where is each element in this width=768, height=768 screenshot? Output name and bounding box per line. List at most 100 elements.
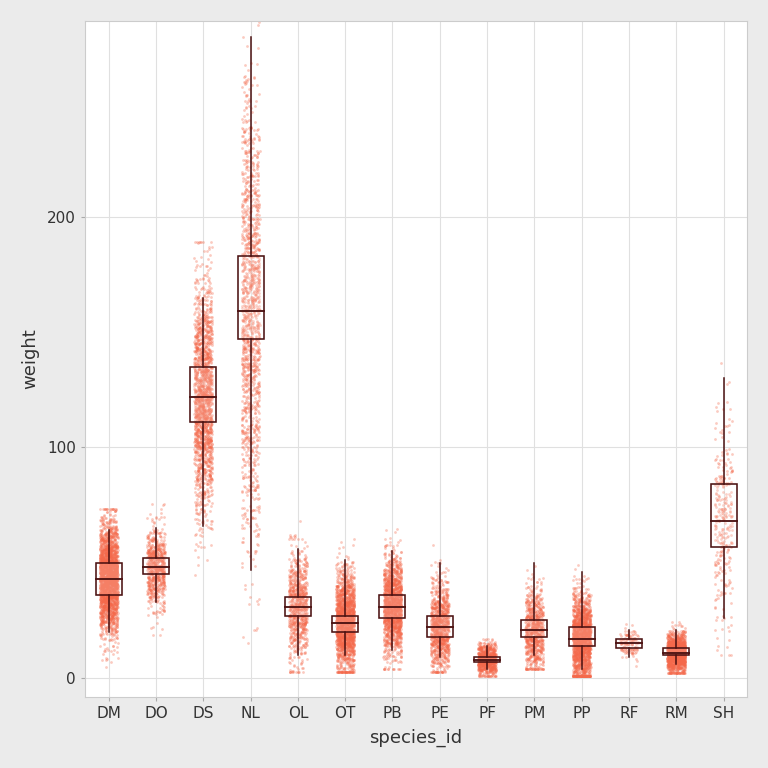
Point [97, 580, 109, 592]
Point [198, 405, 210, 417]
Point [477, 657, 489, 670]
Point [203, 343, 215, 355]
Point [568, 638, 581, 650]
Point [428, 634, 440, 647]
Point [288, 552, 300, 564]
Point [334, 618, 346, 631]
Point [574, 627, 586, 640]
Point [478, 654, 491, 666]
Point [188, 395, 200, 407]
Point [673, 650, 685, 662]
Point [570, 647, 582, 660]
Point [111, 614, 123, 626]
Point [674, 656, 687, 668]
Point [144, 557, 156, 569]
Point [389, 583, 401, 595]
Point [96, 558, 108, 570]
Point [425, 614, 437, 626]
Point [442, 653, 454, 665]
Point [297, 593, 310, 605]
Point [98, 502, 110, 515]
Point [334, 659, 346, 671]
Point [661, 643, 674, 655]
Point [717, 402, 729, 415]
Point [236, 300, 248, 313]
Point [99, 601, 111, 613]
Point [250, 209, 262, 221]
Point [526, 617, 538, 630]
Point [387, 592, 399, 604]
Point [190, 329, 202, 341]
Point [96, 511, 108, 524]
Point [111, 614, 124, 627]
Point [198, 336, 210, 349]
Point [287, 659, 300, 671]
Point [430, 582, 442, 594]
Point [432, 648, 445, 660]
Point [578, 606, 591, 618]
Point [111, 586, 123, 598]
Point [194, 433, 207, 445]
Point [202, 455, 214, 467]
Point [439, 617, 451, 630]
Point [579, 611, 591, 624]
Point [199, 323, 211, 336]
Point [100, 584, 112, 597]
Point [379, 574, 392, 587]
Point [337, 628, 349, 641]
Point [99, 523, 111, 535]
Point [528, 653, 540, 665]
Point [194, 320, 206, 333]
Point [331, 617, 343, 630]
Point [196, 389, 208, 401]
Point [108, 552, 120, 564]
Point [102, 585, 114, 598]
Point [245, 331, 257, 343]
Point [343, 611, 355, 624]
Point [473, 664, 485, 677]
Point [396, 598, 408, 611]
Point [107, 617, 119, 629]
Point [391, 596, 403, 608]
Point [157, 603, 170, 615]
Point [199, 389, 211, 401]
Point [111, 566, 124, 578]
Point [671, 631, 684, 643]
Point [380, 628, 392, 641]
Point [247, 553, 260, 565]
Point [340, 631, 353, 643]
Point [204, 385, 216, 397]
Point [338, 653, 350, 665]
Point [96, 578, 108, 591]
Point [108, 609, 120, 621]
Point [202, 389, 214, 402]
Point [575, 663, 588, 675]
Point [104, 547, 116, 559]
Point [442, 647, 455, 660]
Bar [285, 598, 311, 616]
Point [569, 622, 581, 634]
Point [297, 571, 310, 583]
Point [337, 650, 349, 662]
Point [674, 637, 686, 649]
Point [284, 588, 296, 601]
Point [104, 549, 116, 561]
Point [666, 639, 678, 651]
Point [110, 554, 122, 566]
Point [670, 631, 683, 643]
Point [434, 621, 446, 634]
Point [98, 609, 110, 621]
Point [348, 578, 360, 590]
Point [296, 585, 309, 598]
Point [101, 604, 114, 616]
Point [440, 617, 452, 630]
Point [395, 607, 407, 619]
Point [106, 536, 118, 548]
Point [661, 659, 674, 671]
Point [103, 574, 115, 586]
Point [721, 465, 733, 478]
Point [158, 588, 170, 601]
Point [394, 607, 406, 620]
Point [194, 356, 206, 369]
Point [109, 558, 121, 571]
